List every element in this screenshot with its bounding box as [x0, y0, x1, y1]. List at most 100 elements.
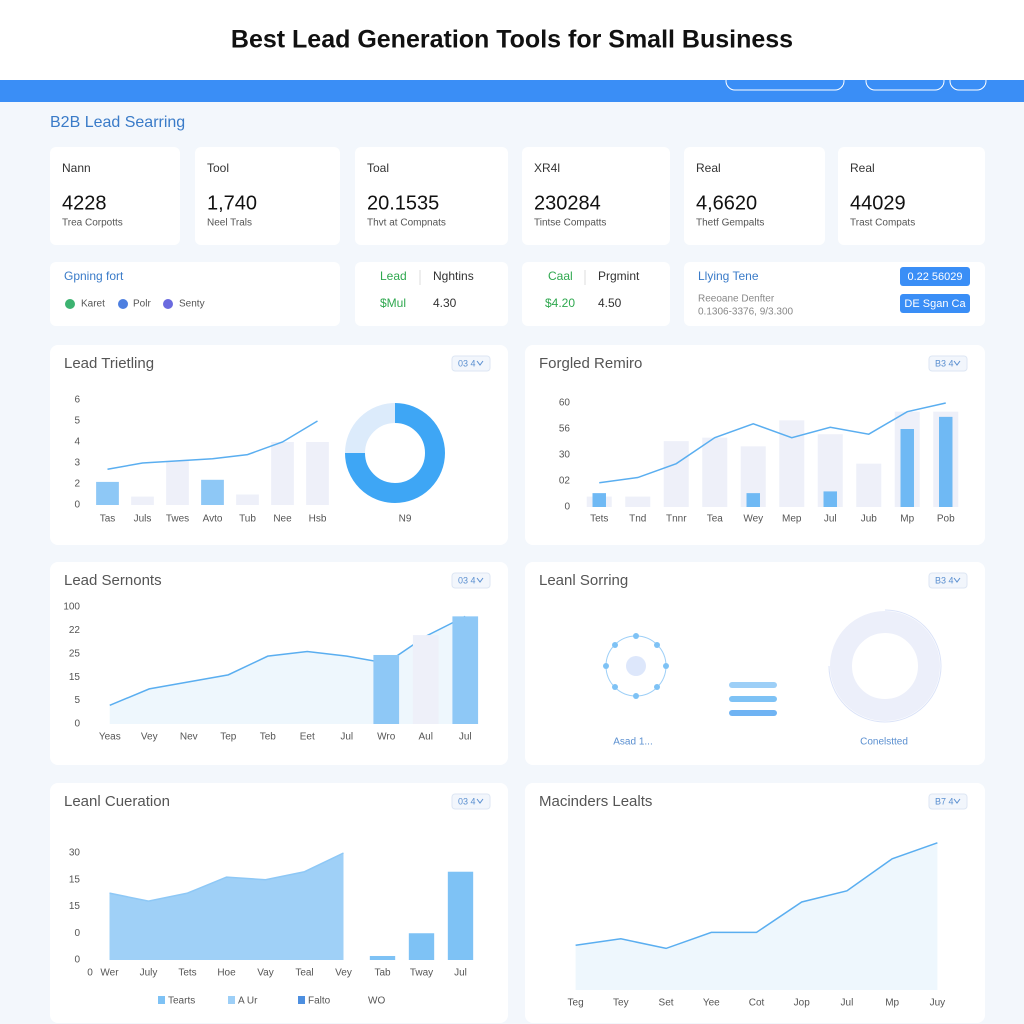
stat-card: [684, 147, 825, 245]
panel-title: Lead Sernonts: [64, 572, 162, 589]
diagram-label: Asad 1...: [613, 737, 652, 748]
panel-menu[interactable]: [451, 793, 491, 810]
x-tick-label: Vey: [141, 732, 158, 743]
panel-title: Lead Trietling: [64, 355, 154, 372]
bar: [408, 933, 435, 960]
legend-swatch: [158, 996, 165, 1004]
line: [575, 842, 938, 950]
bar: [271, 442, 294, 505]
card-value: 4.30: [433, 296, 457, 310]
panel-title: Forgled Remiro: [539, 355, 642, 372]
x-tick-label: Tnnr: [666, 514, 687, 525]
y-tick-label: 30: [559, 450, 571, 461]
origin-label: 0: [87, 968, 93, 979]
y-tick-label: 6: [74, 395, 80, 406]
card-label: Nghtins: [433, 269, 474, 283]
x-tick-label: Yeas: [99, 732, 121, 743]
panel: [525, 562, 985, 765]
stat-value: 230284: [534, 192, 601, 214]
stat-label: Toal: [367, 161, 389, 175]
stat-caption: Trea Corpotts: [62, 218, 123, 229]
bar-icon: [729, 682, 777, 688]
bar: [779, 420, 805, 507]
x-tick-label: Pob: [937, 514, 955, 525]
panel-menu[interactable]: [928, 793, 968, 810]
panel-badge: B3 4: [935, 575, 954, 585]
x-tick-label: Mp: [900, 514, 914, 525]
bar: [856, 463, 882, 507]
x-tick-label: Juls: [134, 514, 152, 525]
y-tick-label: 02: [559, 476, 571, 487]
y-tick-label: 4: [74, 437, 80, 448]
bar: [131, 496, 154, 505]
x-tick-label: Vay: [257, 968, 274, 979]
bar: [939, 416, 953, 507]
panel-menu[interactable]: [451, 572, 491, 589]
chip[interactable]: Polr: [133, 299, 151, 310]
x-tick-label: Vey: [335, 968, 352, 979]
button-label[interactable]: DE Sgan Ca: [904, 298, 966, 310]
stat-caption: Thvt at Compnats: [367, 218, 446, 229]
x-tick-label: Tnd: [629, 514, 646, 525]
node: [663, 663, 669, 669]
button[interactable]: [900, 294, 970, 313]
y-tick-label: 5: [74, 695, 80, 706]
stat-value: 4228: [62, 192, 107, 214]
x-tick-label: Tub: [239, 514, 256, 525]
y-tick-label: 0: [74, 928, 80, 939]
page-title: Best Lead Generation Tools for Small Bus…: [231, 26, 793, 54]
chevron: [476, 577, 484, 583]
x-tick-label: Tea: [707, 514, 724, 525]
x-tick-label: Mp: [885, 998, 899, 1009]
search-box[interactable]: [725, 71, 845, 91]
nav-button[interactable]: [865, 71, 945, 91]
panel-menu[interactable]: [451, 355, 491, 372]
button-label[interactable]: 0.22 56029: [907, 271, 962, 283]
legend-label: WO: [368, 996, 385, 1007]
x-tick-label: Teal: [295, 968, 313, 979]
panel-title: Leanl Cueration: [64, 793, 170, 810]
stat-label: Nann: [62, 161, 91, 175]
x-tick-label: July: [140, 968, 158, 979]
hub: [626, 656, 646, 676]
chevron: [953, 360, 961, 366]
y-tick-label: 25: [69, 648, 81, 659]
nav-bar: [0, 80, 1024, 102]
panel-title: Leanl Sorring: [539, 572, 628, 589]
card-label: Caal: [548, 269, 573, 283]
stat-caption: Thetf Gempalts: [696, 218, 764, 229]
x-tick-label: Jul: [454, 968, 467, 979]
x-tick-label: Yee: [703, 998, 720, 1009]
diagram-label: Conelstted: [860, 737, 908, 748]
x-tick-label: Nev: [180, 732, 198, 743]
x-tick-label: Tey: [613, 998, 629, 1009]
stat-value: 20.1535: [367, 192, 439, 214]
x-tick-label: Nee: [273, 514, 292, 525]
stat-label: Real: [696, 161, 721, 175]
stat-card: [50, 147, 180, 245]
card-label: Prgmint: [598, 269, 640, 283]
stat-value: 44029: [850, 192, 906, 214]
chip[interactable]: Senty: [179, 299, 205, 310]
info-card: [50, 262, 340, 326]
stat-label: XR4l: [534, 161, 560, 175]
area: [109, 853, 344, 960]
panel-menu[interactable]: [928, 572, 968, 589]
nav-button[interactable]: [949, 71, 987, 91]
y-tick-label: 15: [69, 901, 81, 912]
x-tick-label: Mep: [782, 514, 802, 525]
stat-label: Tool: [207, 161, 229, 175]
bar: [625, 496, 651, 507]
panel-menu[interactable]: [928, 355, 968, 372]
stat-caption: Trast Compats: [850, 218, 915, 229]
y-tick-label: 60: [559, 398, 571, 409]
x-tick-label: Jul: [340, 732, 353, 743]
button[interactable]: [900, 267, 970, 286]
area: [575, 842, 938, 990]
chip-icon: [163, 299, 173, 309]
x-tick-label: Jul: [824, 514, 837, 525]
chip[interactable]: Karet: [81, 299, 105, 310]
line: [107, 420, 318, 471]
x-tick-label: Wro: [377, 732, 396, 743]
